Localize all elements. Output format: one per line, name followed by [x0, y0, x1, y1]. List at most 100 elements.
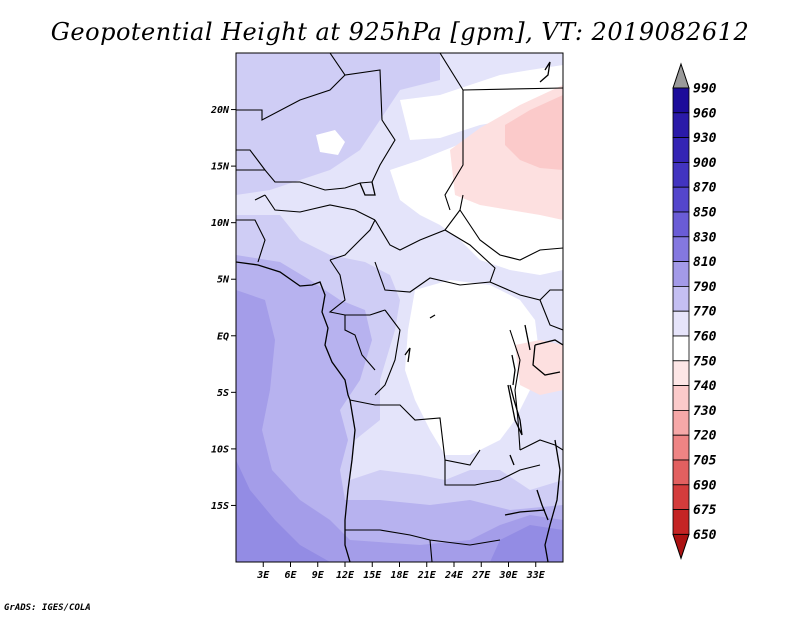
field-darker-blue	[236, 460, 330, 562]
colorbar-label: 810	[693, 255, 717, 270]
border-drc-uganda-tanzania	[509, 329, 521, 451]
border-libya-egypt	[439, 53, 464, 211]
border-angola-zambia	[444, 460, 541, 486]
field-white-nw-patch	[316, 130, 345, 155]
lon-tick-label: 24E	[444, 570, 464, 581]
border-namibia-botswana	[429, 539, 433, 562]
map-title: Geopotential Height at 925hPa [gpm], VT:…	[50, 18, 750, 46]
grads-credit: GrADS: IGES/COLA	[4, 603, 91, 613]
colorbar-swatch	[672, 186, 690, 213]
colorbar-swatch	[672, 261, 690, 287]
border-tanzania-zambia	[519, 439, 563, 451]
lat-tick-label: 5S	[217, 388, 229, 399]
border-cameroon-gabon	[328, 259, 386, 316]
border-west-sahara	[236, 149, 266, 171]
colorbar-swatch	[672, 484, 690, 510]
colorbar-swatch	[672, 310, 690, 337]
colorbar-swatch	[672, 137, 690, 163]
border-westafrica-coast-inland	[236, 219, 266, 263]
colorbar-swatch	[672, 385, 690, 411]
lat-tick-label: 15N	[211, 162, 230, 173]
lat-tick-label: 5N	[217, 275, 230, 286]
lake-kariba	[504, 509, 546, 516]
lake-victoria	[532, 339, 563, 376]
coast-red-sea	[539, 61, 551, 83]
field-pink-east	[515, 340, 563, 395]
border-mali-niger	[236, 169, 373, 191]
lat-tick-label: 15S	[211, 501, 229, 512]
lon-tick-label: 9E	[312, 570, 325, 581]
colorbar-over-triangle	[672, 62, 690, 89]
lon-tick-label: 6E	[284, 570, 297, 581]
colorbar-swatch	[672, 509, 690, 535]
field-mid-blue	[236, 255, 563, 562]
border-congo-drc	[374, 309, 401, 396]
lake-mweru	[509, 454, 515, 466]
border-nigeria-cameroon	[329, 219, 376, 261]
field-white-n-strip	[400, 65, 563, 140]
border-angola-namibia	[345, 529, 501, 546]
coastlines	[236, 61, 563, 562]
lat-tick-label: 10N	[211, 218, 230, 229]
colorbar-swatch	[672, 360, 690, 386]
border-egypt-sudan	[462, 87, 563, 91]
border-gabon-congo	[344, 315, 376, 371]
lon-tick-label: 12E	[336, 570, 355, 581]
colorbar-label: 750	[693, 354, 717, 369]
field-pink	[505, 95, 563, 170]
lake-chad	[359, 181, 376, 196]
colorbar-label: 990	[693, 82, 717, 97]
field-light-blue	[236, 53, 440, 195]
coast-gulf-of-guinea	[236, 261, 356, 562]
lat-tick-label: EQ	[217, 331, 229, 342]
lon-tick-label: 33E	[526, 570, 546, 581]
lon-tick-label: 3E	[256, 570, 270, 581]
colorbar-label: 675	[693, 503, 717, 518]
colorbar-label: 870	[693, 181, 717, 196]
colorbar-label: 830	[693, 230, 717, 245]
lon-tick-label: 18E	[390, 570, 409, 581]
border-nigeria-niger	[264, 194, 376, 221]
field-darker-blue-se	[490, 525, 563, 562]
border-car	[374, 229, 496, 293]
colorbar-swatch	[672, 285, 690, 312]
height-field	[236, 53, 563, 562]
colorbar-swatch	[672, 161, 690, 188]
colorbar-under-triangle	[672, 533, 690, 560]
lon-tick-label: 21E	[417, 570, 437, 581]
lake-malawi	[536, 489, 549, 521]
colorbar-label: 770	[693, 305, 717, 320]
lake-albert	[524, 324, 531, 351]
lon-tick-label: 30E	[498, 570, 518, 581]
lat-tick-label: 10S	[211, 444, 229, 455]
lon-tick-label: 27E	[471, 570, 491, 581]
border-sudan-ss	[459, 209, 563, 261]
latitude-axis: 20N 15N 10N 5N EQ 5S 10S 15S	[210, 105, 236, 512]
lon-tick-label: 15E	[363, 570, 382, 581]
colorbar-label: 760	[693, 330, 717, 345]
field-white-central	[405, 280, 540, 455]
colorbar-swatch	[672, 409, 690, 436]
colorbar: 990 960 930 900 870 850 830 810 790 770 760 750 740 7…	[672, 62, 717, 560]
colorbar-label: 930	[693, 131, 717, 146]
colorbar-label: 720	[693, 429, 717, 444]
coast-mozambique	[544, 439, 561, 562]
colorbar-swatch	[672, 434, 690, 461]
colorbar-label: 740	[693, 379, 717, 394]
lake-tanganyika	[507, 384, 523, 436]
border-burkina-ghana	[254, 194, 266, 201]
colorbar-label: 790	[693, 280, 717, 295]
colorbar-swatch	[672, 459, 690, 486]
colorbar-swatch	[672, 87, 690, 114]
colorbar-label: 730	[693, 404, 717, 419]
colorbar-label: 850	[693, 206, 717, 221]
lat-tick-label: 20N	[210, 105, 230, 116]
lake-kivu	[511, 354, 516, 386]
colorbar-label: 705	[693, 454, 717, 469]
river-congo-1	[404, 347, 411, 363]
colorbar-label: 960	[693, 106, 717, 121]
colorbar-label: 690	[693, 478, 717, 493]
border-drc-angola	[349, 399, 481, 466]
country-borders	[236, 53, 563, 562]
